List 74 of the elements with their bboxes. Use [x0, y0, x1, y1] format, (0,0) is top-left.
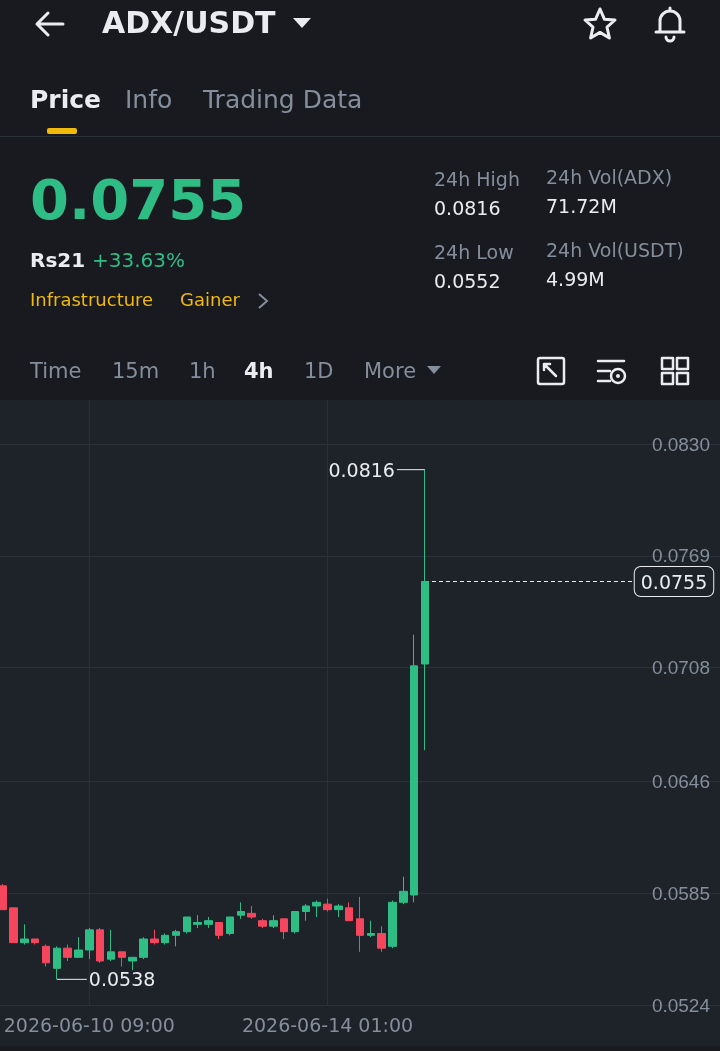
candlestick [345, 901, 353, 922]
candlestick [42, 944, 50, 967]
candlestick [63, 944, 72, 962]
candlestick [367, 920, 375, 938]
text: 0.0816 [434, 197, 501, 219]
y-tick-label: 0.0585 [651, 882, 710, 904]
y-tick-label: 0.0646 [651, 770, 710, 792]
candlestick [226, 916, 234, 936]
candlestick [161, 933, 169, 945]
candlestick [377, 925, 386, 953]
text: 4h [244, 359, 274, 383]
candlestick [399, 876, 408, 905]
text: 24h Low [434, 241, 514, 263]
text: 71.72M [546, 195, 617, 217]
text: Infrastructure [30, 289, 154, 310]
chart-title: ADX/USDT [102, 5, 276, 40]
candlestick [334, 903, 343, 918]
candlestick [118, 951, 126, 967]
candlestick [107, 929, 115, 962]
text: Time [30, 359, 82, 383]
candlestick [139, 936, 148, 960]
candlestick [204, 916, 213, 929]
candlestick [312, 900, 321, 918]
text: 15m [112, 359, 160, 383]
candlestick [53, 945, 61, 980]
text: 0.0755 [30, 167, 247, 232]
text: 0.0552 [434, 270, 501, 292]
candlestick [183, 916, 191, 934]
text: 4.99M [546, 268, 605, 290]
text: Info [125, 85, 173, 114]
text: Rs21 [30, 248, 86, 272]
text: More [364, 359, 417, 383]
candlestick [323, 898, 332, 912]
annotation: 0.0816 [328, 458, 395, 481]
candlestick [421, 469, 429, 751]
candlestick [258, 918, 267, 929]
text: Trading Data [203, 85, 363, 114]
candlestick [247, 905, 256, 920]
candlestick [193, 914, 202, 929]
candlestick [215, 922, 223, 940]
candlestick [85, 927, 94, 960]
candlestick [388, 900, 397, 949]
candlestick [269, 914, 278, 929]
candlestick [302, 903, 310, 922]
text: Price [30, 85, 101, 114]
y-tick-label: 0.0524 [651, 994, 711, 1016]
y-tick-label: 0.0830 [651, 433, 710, 455]
candlestick [150, 929, 159, 945]
candlestick [31, 938, 39, 945]
text: 24h High [434, 168, 520, 190]
text: 24h Vol(ADX) [546, 166, 673, 188]
candlestick [237, 901, 245, 920]
text: Gainer [180, 289, 240, 310]
x-tick-label: 2026-06-14 01:00 [241, 1014, 414, 1036]
candlestick [96, 927, 104, 964]
y-tick-label: 0.0708 [651, 657, 710, 679]
text: 1h [189, 359, 216, 383]
candlestick [74, 936, 83, 958]
x-tick-label: 2026-06-10 09:00 [3, 1014, 175, 1036]
candlestick [128, 956, 137, 971]
annotation: 0.0538 [88, 968, 156, 991]
candlestick [356, 896, 364, 953]
text: 1D [304, 359, 334, 383]
candlestick [9, 907, 18, 944]
candlestick [0, 883, 7, 911]
candlestick [291, 911, 299, 934]
y-tick-label: 0.0769 [651, 545, 710, 567]
ref-line-label: 0.0755 [640, 570, 708, 593]
candlestick [172, 929, 180, 947]
candlestick [280, 918, 288, 940]
candlestick [20, 923, 29, 945]
text: +33.63% [92, 248, 186, 272]
text: 24h Vol(USDT) [546, 239, 684, 261]
candlestick [410, 634, 418, 903]
